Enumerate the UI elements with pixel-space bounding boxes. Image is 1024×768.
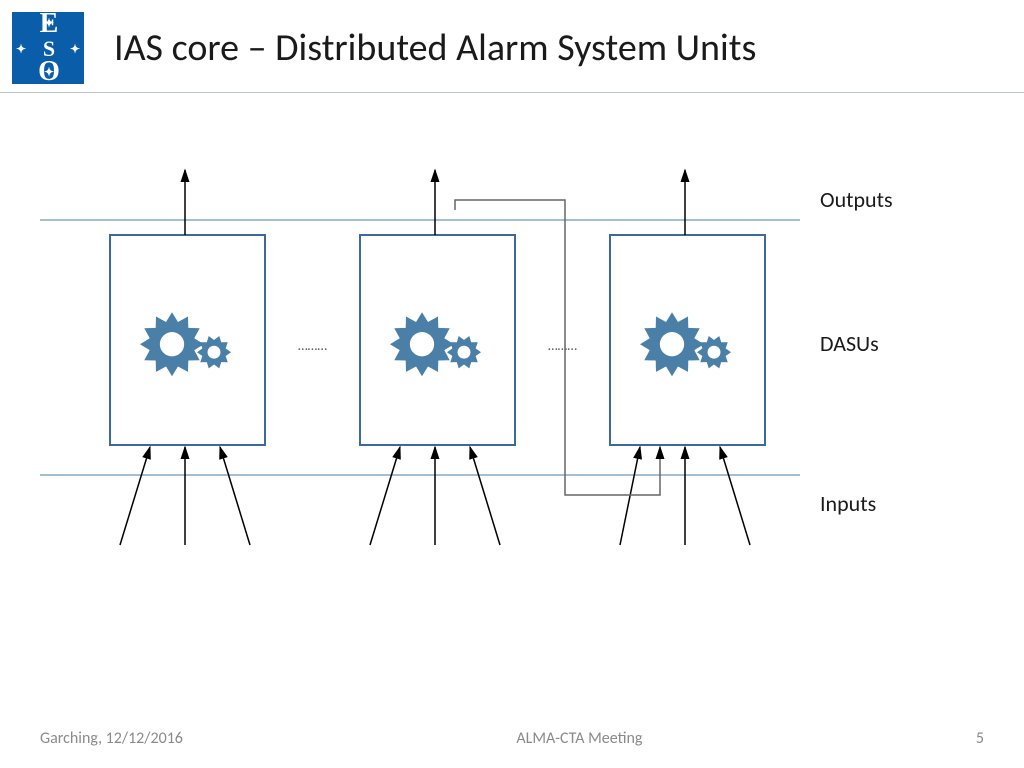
svg-text:………: ………: [548, 337, 577, 354]
eso-logo: ✦ ✦ ✦ ✦ ESO: [12, 12, 84, 84]
slide-footer: Garching, 12/12/2016 ALMA-CTA Meeting 5: [0, 729, 1024, 748]
slide-title: IAS core – Distributed Alarm System Unit…: [114, 25, 756, 71]
diagram: ……… ……… Outputs DASUs Inputs: [0, 150, 1024, 610]
footer-meeting: ALMA-CTA Meeting: [516, 729, 642, 748]
label-inputs: Inputs: [820, 490, 876, 517]
label-dasus: DASUs: [820, 330, 879, 357]
svg-text:………: ………: [298, 337, 327, 354]
footer-date: Garching, 12/12/2016: [40, 729, 183, 748]
slide-header: ✦ ✦ ✦ ✦ ESO IAS core – Distributed Alarm…: [0, 0, 1024, 93]
footer-page: 5: [976, 729, 984, 748]
label-outputs: Outputs: [820, 186, 893, 213]
